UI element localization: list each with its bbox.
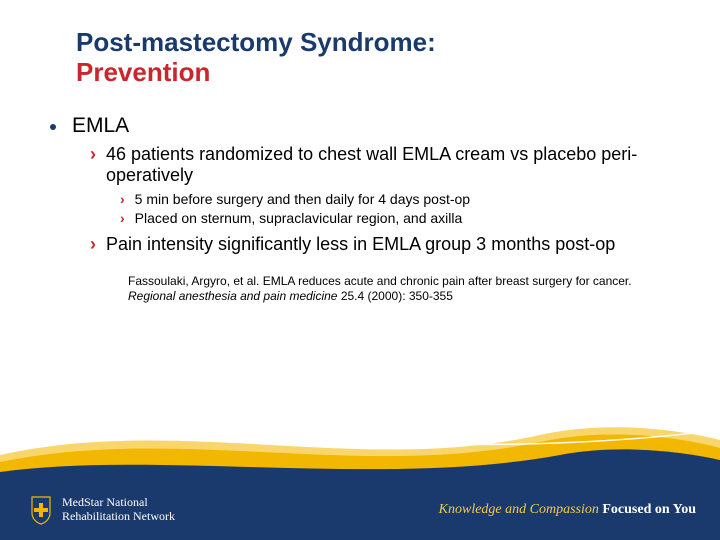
citation-prefix: Fassoulaki, Argyro, et al. EMLA reduces … <box>128 274 632 288</box>
footer-bar: MedStar National Rehabilitation Network … <box>0 480 720 540</box>
bullet-level3: › 5 min before surgery and then daily fo… <box>120 191 670 209</box>
chevron-icon: › <box>90 144 96 166</box>
sub-sub-list: › 5 min before surgery and then daily fo… <box>90 191 670 228</box>
bullet-level1: EMLA <box>50 114 670 138</box>
citation-journal: Regional anesthesia and pain medicine <box>128 289 337 303</box>
title-line-1: Post-mastectomy Syndrome: <box>76 28 720 58</box>
slide-content: EMLA › 46 patients randomized to chest w… <box>0 88 720 256</box>
logo-text: MedStar National Rehabilitation Network <box>62 496 175 524</box>
chevron-icon: › <box>120 210 125 228</box>
tagline-part2: Focused on You <box>602 502 696 517</box>
citation-suffix: 25.4 (2000): 350-355 <box>337 289 452 303</box>
bullet-dot-icon <box>50 124 56 130</box>
bullet-level2: › 46 patients randomized to chest wall E… <box>90 144 670 187</box>
chevron-icon: › <box>120 191 125 209</box>
slide-footer: MedStar National Rehabilitation Network … <box>0 380 720 540</box>
bullet-l2-text: 46 patients randomized to chest wall EML… <box>106 144 670 187</box>
logo-line2: Rehabilitation Network <box>62 510 175 524</box>
footer-tagline: Knowledge and Compassion Focused on You <box>439 502 696 518</box>
bullet-l2-text: Pain intensity significantly less in EML… <box>106 234 615 256</box>
bullet-l3-text: 5 min before surgery and then daily for … <box>135 191 470 209</box>
tagline-part1: Knowledge and Compassion <box>439 502 603 517</box>
bullet-level3: › Placed on sternum, supraclavicular reg… <box>120 210 670 228</box>
bullet-l3-text: Placed on sternum, supraclavicular regio… <box>135 210 463 228</box>
slide-title: Post-mastectomy Syndrome: Prevention <box>0 0 720 88</box>
footer-logo: MedStar National Rehabilitation Network <box>28 495 175 525</box>
bullet-l1-text: EMLA <box>72 114 129 138</box>
citation: Fassoulaki, Argyro, et al. EMLA reduces … <box>0 260 720 304</box>
sub-list: › 46 patients randomized to chest wall E… <box>50 144 670 256</box>
chevron-icon: › <box>90 234 96 256</box>
bullet-level2: › Pain intensity significantly less in E… <box>90 234 670 256</box>
logo-line1: MedStar National <box>62 496 175 510</box>
title-line-2: Prevention <box>76 58 720 88</box>
wave-graphic <box>0 400 720 480</box>
logo-mark-icon <box>28 495 54 525</box>
